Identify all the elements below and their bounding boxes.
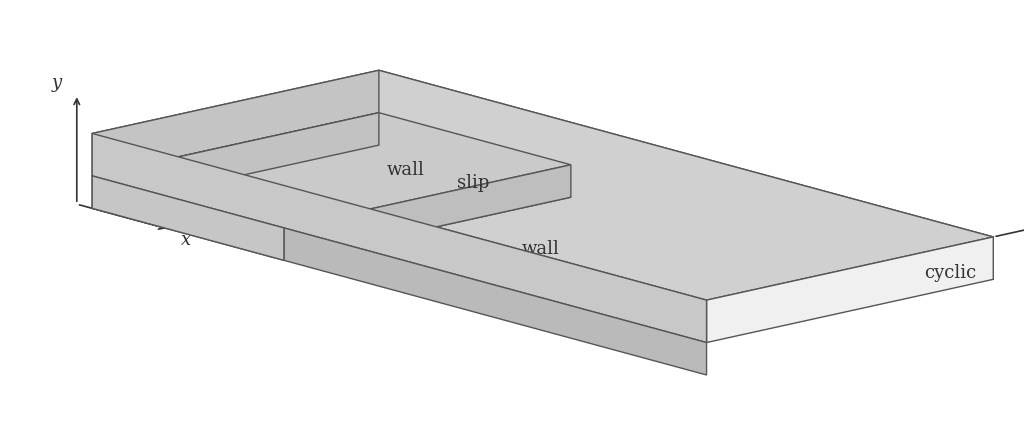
Polygon shape — [92, 113, 570, 228]
Text: slip: slip — [457, 174, 489, 192]
Text: wall: wall — [387, 161, 424, 179]
Text: wall: wall — [522, 240, 559, 258]
Polygon shape — [92, 70, 379, 176]
Polygon shape — [92, 70, 993, 300]
Text: wall: wall — [527, 273, 564, 290]
Polygon shape — [707, 237, 993, 342]
Polygon shape — [92, 134, 707, 342]
Polygon shape — [284, 165, 570, 260]
Text: y: y — [51, 74, 61, 92]
Polygon shape — [284, 228, 707, 375]
Text: cyclic: cyclic — [118, 165, 170, 183]
Polygon shape — [379, 70, 993, 279]
Polygon shape — [92, 113, 379, 208]
Text: cyclic: cyclic — [925, 263, 977, 282]
Polygon shape — [92, 176, 284, 260]
Polygon shape — [379, 113, 570, 197]
Polygon shape — [92, 145, 570, 260]
Text: x: x — [181, 231, 191, 249]
